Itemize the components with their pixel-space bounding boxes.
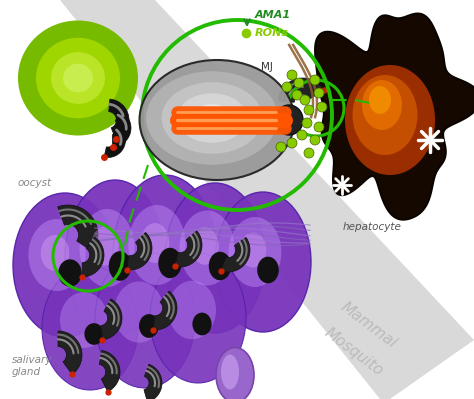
Polygon shape bbox=[221, 237, 250, 272]
Polygon shape bbox=[100, 350, 120, 392]
Polygon shape bbox=[101, 299, 122, 340]
Polygon shape bbox=[112, 111, 131, 147]
Ellipse shape bbox=[192, 313, 211, 336]
Ellipse shape bbox=[180, 211, 235, 286]
Ellipse shape bbox=[216, 348, 254, 399]
Circle shape bbox=[302, 118, 312, 128]
Text: Mammal: Mammal bbox=[338, 299, 400, 351]
Polygon shape bbox=[175, 231, 202, 267]
Ellipse shape bbox=[162, 82, 263, 154]
Polygon shape bbox=[278, 78, 324, 102]
Text: hepatocyte: hepatocyte bbox=[343, 222, 402, 232]
Ellipse shape bbox=[51, 52, 105, 104]
Ellipse shape bbox=[84, 323, 104, 345]
Ellipse shape bbox=[128, 205, 186, 285]
Ellipse shape bbox=[215, 192, 311, 332]
Ellipse shape bbox=[192, 104, 231, 132]
Text: salivary
gland: salivary gland bbox=[12, 355, 52, 377]
Ellipse shape bbox=[60, 292, 108, 348]
Ellipse shape bbox=[275, 105, 303, 135]
Ellipse shape bbox=[18, 20, 138, 136]
Circle shape bbox=[282, 82, 292, 92]
Ellipse shape bbox=[146, 71, 278, 165]
Circle shape bbox=[304, 148, 314, 158]
Circle shape bbox=[287, 138, 297, 148]
Circle shape bbox=[276, 142, 286, 152]
Ellipse shape bbox=[114, 281, 164, 343]
Ellipse shape bbox=[362, 80, 402, 130]
Circle shape bbox=[297, 130, 307, 140]
Ellipse shape bbox=[158, 248, 182, 278]
Ellipse shape bbox=[345, 65, 435, 175]
Ellipse shape bbox=[63, 63, 93, 93]
Ellipse shape bbox=[191, 227, 219, 265]
Ellipse shape bbox=[353, 75, 418, 155]
Ellipse shape bbox=[369, 86, 391, 114]
Text: Mosquito: Mosquito bbox=[322, 325, 386, 379]
Ellipse shape bbox=[240, 233, 266, 267]
Text: RONs: RONs bbox=[255, 28, 289, 38]
Circle shape bbox=[314, 122, 324, 132]
Circle shape bbox=[287, 70, 297, 80]
Ellipse shape bbox=[228, 217, 282, 287]
Ellipse shape bbox=[141, 223, 169, 263]
Circle shape bbox=[310, 135, 320, 145]
Ellipse shape bbox=[177, 93, 247, 143]
Polygon shape bbox=[58, 331, 82, 374]
Ellipse shape bbox=[65, 180, 165, 336]
Ellipse shape bbox=[58, 259, 82, 286]
Ellipse shape bbox=[80, 209, 135, 287]
Ellipse shape bbox=[209, 252, 231, 280]
Ellipse shape bbox=[41, 235, 69, 271]
Text: MJ: MJ bbox=[261, 62, 273, 72]
Ellipse shape bbox=[109, 251, 131, 281]
Ellipse shape bbox=[42, 266, 138, 390]
Ellipse shape bbox=[168, 281, 216, 339]
Ellipse shape bbox=[13, 193, 117, 337]
Ellipse shape bbox=[150, 253, 246, 383]
Polygon shape bbox=[82, 237, 104, 277]
Polygon shape bbox=[154, 291, 177, 330]
Ellipse shape bbox=[36, 38, 120, 118]
Polygon shape bbox=[104, 126, 126, 158]
Polygon shape bbox=[144, 364, 162, 399]
Circle shape bbox=[294, 78, 304, 88]
Polygon shape bbox=[315, 14, 474, 219]
Ellipse shape bbox=[257, 257, 279, 283]
Ellipse shape bbox=[221, 354, 239, 389]
Circle shape bbox=[317, 102, 327, 112]
Circle shape bbox=[314, 88, 324, 98]
Circle shape bbox=[310, 75, 320, 85]
Text: AMA1: AMA1 bbox=[255, 10, 291, 20]
Ellipse shape bbox=[28, 219, 86, 291]
Circle shape bbox=[292, 90, 302, 100]
Circle shape bbox=[300, 95, 310, 105]
Polygon shape bbox=[60, 0, 474, 399]
Polygon shape bbox=[127, 233, 152, 270]
Ellipse shape bbox=[139, 60, 294, 180]
Ellipse shape bbox=[95, 252, 195, 388]
Polygon shape bbox=[58, 205, 98, 252]
Ellipse shape bbox=[165, 183, 265, 333]
Ellipse shape bbox=[91, 227, 119, 265]
Polygon shape bbox=[109, 99, 129, 140]
Ellipse shape bbox=[113, 175, 217, 335]
Ellipse shape bbox=[139, 314, 159, 338]
Text: oocyst: oocyst bbox=[18, 178, 52, 188]
Circle shape bbox=[304, 105, 314, 115]
